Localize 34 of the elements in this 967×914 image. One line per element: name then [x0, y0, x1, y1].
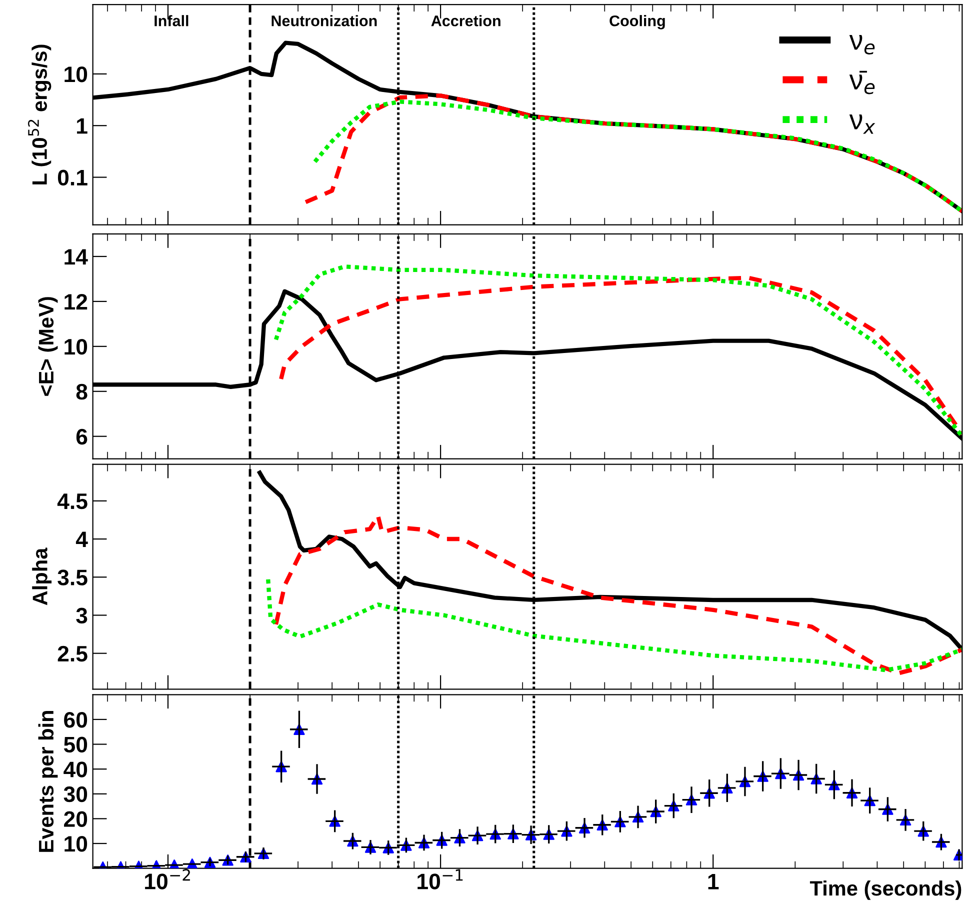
y-tick-label: 6 — [76, 428, 88, 445]
x-tick-label: 10$^{−1}$ — [418, 869, 463, 890]
y-tick-label: 20 — [64, 811, 88, 827]
y-tick-label: 8 — [76, 384, 88, 400]
y-tick-label: 40 — [64, 762, 88, 778]
y-axis-title: <E> (MeV) — [38, 297, 58, 396]
legend-label: ν$_{e}$ — [849, 34, 875, 54]
annotation: Neutronization — [272, 15, 377, 26]
x-axis-title: Time (seconds) — [810, 880, 962, 900]
legend-label: ν̄$_{e}$ — [849, 70, 875, 94]
y-axis-title: Alpha — [32, 548, 52, 606]
y-tick-label: 14 — [64, 249, 88, 265]
y-tick-label: 3 — [76, 608, 88, 624]
annotation: Infall — [154, 15, 188, 26]
y-tick-label: 4.5 — [57, 494, 88, 510]
y-tick-label: 0.1 — [58, 170, 88, 186]
y-tick-label: 10 — [64, 338, 88, 355]
x-tick-label: 1 — [708, 874, 719, 890]
y-tick-label: 12 — [64, 294, 88, 310]
y-tick-label: 10 — [64, 66, 88, 82]
x-tick-label: 10$^{−2}$ — [145, 869, 190, 890]
y-tick-label: 3.5 — [58, 570, 88, 586]
legend-label: ν$_{x}$ — [849, 114, 876, 134]
annotation: Accretion — [431, 15, 500, 26]
y-tick-label: 4 — [76, 532, 88, 548]
y-tick-label: 2.5 — [58, 646, 88, 662]
y-tick-label: 50 — [64, 736, 88, 753]
y-axis-title: L (10$^{52}$ ergs/s) — [28, 44, 52, 184]
annotation: Cooling — [610, 15, 665, 30]
y-tick-label: 1 — [77, 118, 88, 134]
y-tick-label: 30 — [64, 786, 88, 802]
y-tick-label: 10 — [64, 836, 88, 852]
y-axis-title: Events per bin — [38, 710, 58, 852]
y-tick-label: 60 — [64, 712, 88, 728]
